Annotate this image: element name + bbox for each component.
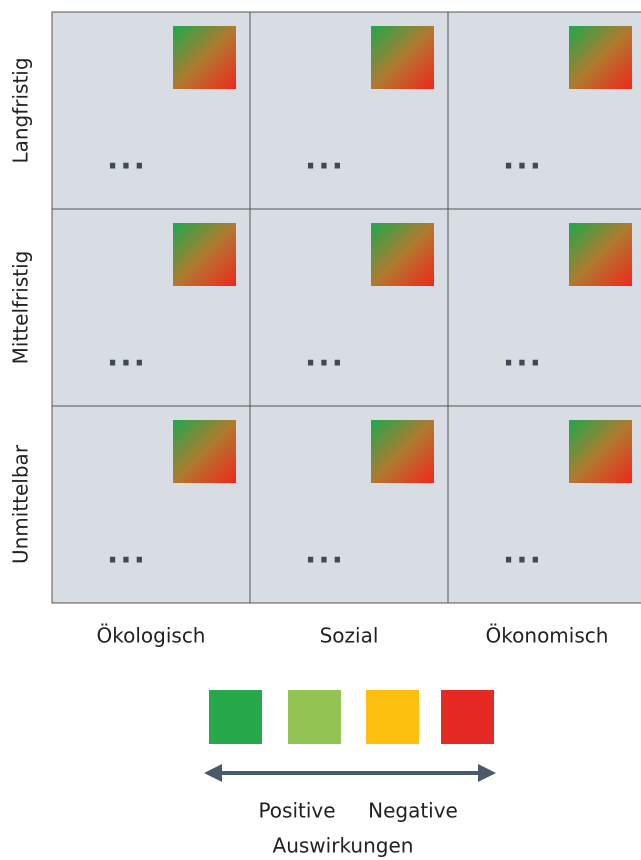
cell-text: ... bbox=[503, 339, 543, 374]
legend-swatch bbox=[441, 690, 494, 744]
cell-text: ... bbox=[107, 142, 147, 177]
cell-text: ... bbox=[305, 142, 345, 177]
gradient-square bbox=[371, 420, 434, 483]
row-label: Langfristig bbox=[9, 57, 33, 163]
cell-text: ... bbox=[503, 142, 543, 177]
arrow-head-left bbox=[204, 764, 222, 782]
gradient-square bbox=[371, 26, 434, 89]
legend-caption: Auswirkungen bbox=[273, 834, 414, 858]
gradient-square bbox=[173, 420, 236, 483]
gradient-square bbox=[173, 26, 236, 89]
gradient-square bbox=[569, 420, 632, 483]
column-label: Ökologisch bbox=[97, 624, 206, 648]
gradient-square bbox=[173, 223, 236, 286]
column-label: Ökonomisch bbox=[486, 624, 609, 648]
gradient-square bbox=[569, 26, 632, 89]
cell-text: ... bbox=[503, 536, 543, 571]
legend-right-label: Negative bbox=[368, 799, 458, 823]
legend-left-label: Positive bbox=[258, 799, 335, 823]
legend-swatch bbox=[366, 690, 419, 744]
column-label: Sozial bbox=[320, 624, 379, 648]
legend-swatch bbox=[209, 690, 262, 744]
row-label: Unmittelbar bbox=[9, 444, 33, 564]
cell-text: ... bbox=[107, 339, 147, 374]
row-label: Mittelfristig bbox=[9, 251, 33, 365]
legend-swatch bbox=[288, 690, 341, 744]
arrow-head-right bbox=[478, 764, 496, 782]
cell-text: ... bbox=[305, 536, 345, 571]
cell-text: ... bbox=[305, 339, 345, 374]
cell-text: ... bbox=[107, 536, 147, 571]
gradient-square bbox=[569, 223, 632, 286]
gradient-square bbox=[371, 223, 434, 286]
